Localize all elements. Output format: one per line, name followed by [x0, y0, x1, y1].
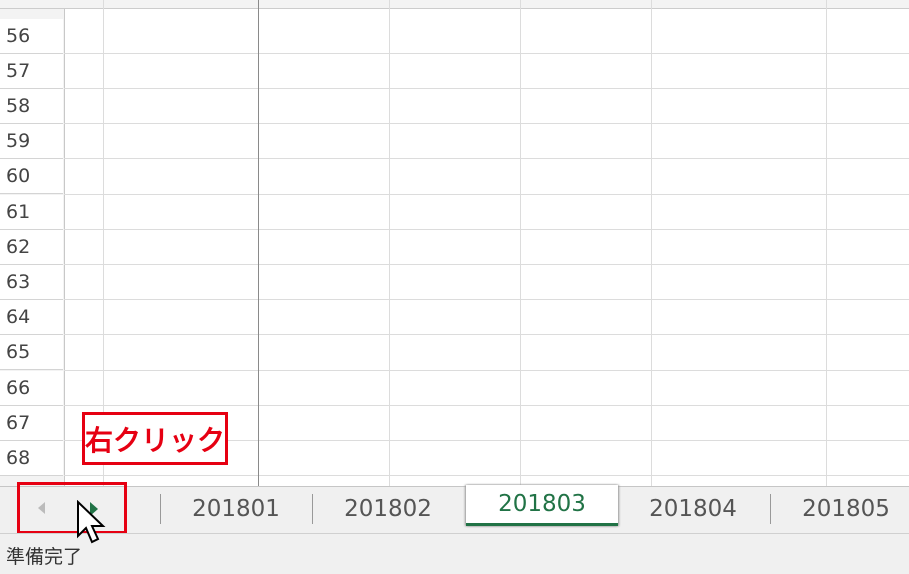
row-header: 60: [0, 159, 63, 195]
row-line: [64, 439, 909, 441]
mouse-cursor: [77, 500, 106, 544]
column-line: [258, 0, 259, 486]
row-line: [64, 263, 909, 265]
row-line: [64, 299, 909, 301]
row-line: [64, 404, 909, 406]
tab-separator: [160, 494, 161, 524]
row-header: 64: [0, 300, 63, 336]
annotation: 右クリック: [82, 412, 228, 465]
row-header: 67: [0, 405, 63, 441]
row-line: [64, 334, 909, 336]
row-line: [64, 123, 909, 125]
row-line: [64, 193, 909, 195]
row-header: 62: [0, 229, 63, 265]
row-header: 66: [0, 370, 63, 406]
row-header: 57: [0, 53, 63, 89]
column-line: [520, 0, 521, 486]
tab-separator: [312, 494, 313, 524]
tab-bar: [0, 486, 909, 534]
status-text: 準備完了: [6, 546, 83, 568]
sheet-tab[interactable]: 201801: [192, 496, 280, 522]
row-header: 59: [0, 124, 63, 160]
prev-sheet-button[interactable]: [38, 502, 45, 514]
row-header: 58: [0, 88, 63, 125]
column-line: [826, 0, 827, 486]
row-line: [64, 158, 909, 160]
column-line: [651, 0, 652, 486]
sheet-tab[interactable]: 201803: [466, 485, 618, 526]
next-sheet-button[interactable]: [90, 502, 98, 516]
row-line: [64, 87, 909, 89]
row-line: [64, 369, 909, 371]
column-line: [103, 0, 104, 486]
tab-separator: [770, 494, 771, 524]
column-line: [389, 0, 390, 486]
sheet-tab[interactable]: 201804: [649, 496, 737, 522]
status-bar: 準備完了: [0, 533, 909, 574]
highlight-box: [17, 482, 127, 534]
row-header: 68: [0, 440, 63, 477]
row-line: [64, 475, 909, 477]
row-header: 65: [0, 335, 63, 371]
row-line: [64, 228, 909, 230]
row-header: 61: [0, 194, 63, 230]
partial-row: [0, 0, 909, 9]
sheet-tab[interactable]: 201805: [802, 496, 890, 522]
row-header: 56: [0, 18, 63, 54]
row-line: [64, 52, 909, 54]
row-header: 63: [0, 264, 63, 301]
sheet-tab[interactable]: 201802: [344, 496, 432, 522]
